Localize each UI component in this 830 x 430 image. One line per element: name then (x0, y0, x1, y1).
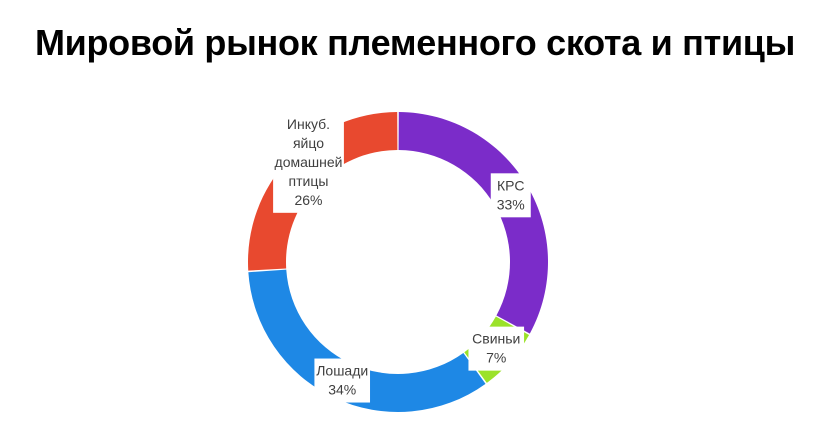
slice-name-label: птицы (289, 173, 329, 189)
slice-name-label: яйцо (293, 135, 324, 151)
slice-name-label: Лошади (316, 363, 368, 379)
slice-label-4: Инкуб. яйцо домашней птицы 26% (273, 111, 344, 213)
slice-3 (248, 269, 486, 412)
slice-label-2: Свиньи 7% (468, 326, 525, 371)
slice-labels: КРС 33% Свиньи 7% Лошади 34% Инкуб. яйцо домашне… (273, 111, 531, 403)
slice-value-label: 26% (294, 192, 322, 208)
slice-name-label: Свиньи (472, 331, 520, 347)
slice-label-background (490, 173, 531, 218)
slice-label-background (468, 326, 525, 371)
chart-title: Мировой рынок племенного скота и птицы (34, 22, 796, 63)
slice-label-3: Лошади 34% (314, 358, 371, 403)
slice-value-label: 33% (497, 196, 525, 212)
slice-label-1: КРС 33% (490, 173, 531, 218)
slice-1 (398, 112, 548, 334)
slice-label-background (273, 111, 344, 213)
slice-name-label: КРС (497, 177, 524, 193)
slice-value-label: 7% (486, 350, 506, 366)
slice-value-label: 34% (328, 382, 356, 398)
slice-name-label: домашней (275, 154, 343, 170)
slice-name-label: Инкуб. (287, 116, 330, 132)
slice-label-background (314, 358, 371, 403)
slice-4 (248, 112, 398, 271)
